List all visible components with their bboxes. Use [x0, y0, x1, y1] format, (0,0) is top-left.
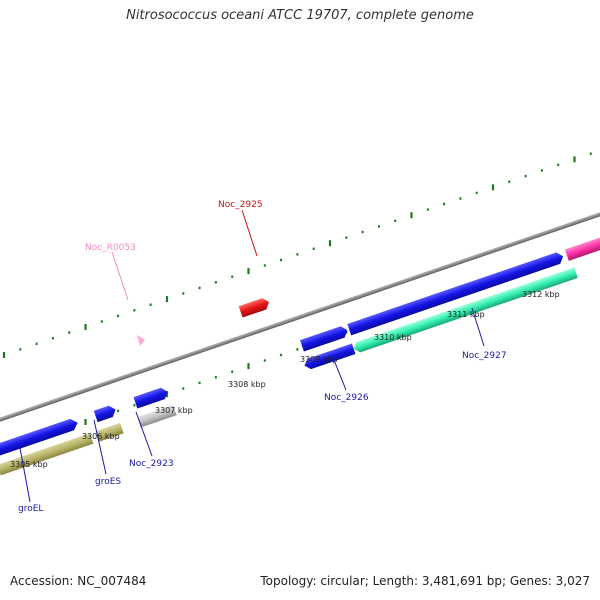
gene-blue-noc-2923[interactable]: [133, 386, 169, 409]
gene-label-groel[interactable]: groEL: [18, 504, 43, 514]
gene-blue-noc-2926-lower[interactable]: [303, 343, 356, 371]
leader-noc-r0053: [111, 251, 129, 301]
scale-dot: [198, 381, 201, 385]
scale-dot: [247, 363, 250, 370]
gene-pink-right[interactable]: [564, 235, 600, 261]
gene-blue-left[interactable]: [0, 417, 80, 458]
scale-dot: [182, 292, 185, 295]
scale-dot: [165, 296, 169, 303]
scale-dot: [361, 230, 364, 234]
scale-dot: [247, 268, 250, 275]
upper-scale-dots: [2, 152, 592, 358]
scale-label: 3312 kbp: [522, 290, 560, 299]
gene-label-noc-2926[interactable]: Noc_2926: [324, 393, 369, 403]
scale-dot: [68, 331, 71, 334]
scale-label: 3309 kbp: [300, 355, 338, 364]
scale-dot: [117, 409, 120, 413]
leader-noc-2927: [471, 307, 485, 347]
scale-label: 3311 kbp: [447, 310, 485, 319]
gene-red-noc-2925[interactable]: [238, 296, 271, 318]
scale-dot: [117, 314, 120, 318]
scale-label: 3306 kbp: [82, 432, 120, 441]
scale-dot: [312, 247, 315, 250]
scale-dot: [410, 212, 413, 219]
gene-cyan-noc-2927[interactable]: [352, 267, 578, 354]
scale-dot: [84, 419, 87, 425]
scale-dot: [182, 387, 185, 390]
gene-grey-noc-2923[interactable]: [137, 404, 177, 428]
scale-dot: [589, 152, 592, 155]
scale-dot: [165, 391, 169, 398]
gene-label-noc-r0053[interactable]: Noc_R0053: [85, 243, 136, 253]
leader-groel: [19, 447, 31, 503]
scale-label: 3307 kbp: [155, 406, 193, 415]
scale-dot: [214, 281, 217, 284]
scale-dot: [491, 184, 495, 191]
rna-marker-noc-r0053[interactable]: [137, 335, 145, 346]
scale-dot: [426, 208, 429, 211]
gene-label-noc-2925[interactable]: Noc_2925: [218, 200, 263, 210]
scale-dot: [198, 286, 201, 290]
scale-dot: [475, 191, 478, 195]
scale-label: 3305 kbp: [10, 460, 48, 469]
scale-label: 3308 kbp: [228, 380, 266, 389]
scale-dot: [231, 370, 234, 373]
scale-dot: [263, 359, 266, 362]
scale-dot: [524, 174, 527, 178]
scale-dot: [280, 353, 283, 357]
scale-dot: [149, 303, 152, 306]
gene-label-noc-2927[interactable]: Noc_2927: [462, 351, 507, 361]
scale-dot: [84, 324, 87, 330]
scale-dot: [35, 342, 38, 345]
leader-noc-2926: [333, 359, 347, 391]
scale-labels: 3305 kbp 3306 kbp 3307 kbp 3308 kbp 3309 kbp…: [10, 290, 560, 469]
scale-dot: [231, 275, 234, 278]
gene-blue-noc-2927-upper[interactable]: [347, 251, 565, 336]
scale-dot: [557, 163, 560, 167]
scale-dot: [133, 309, 136, 312]
scale-dot: [573, 156, 576, 163]
scale-dot: [443, 202, 446, 206]
scale-dot: [328, 240, 332, 247]
scale-dot: [263, 264, 266, 267]
scale-dot: [540, 169, 543, 172]
scale-dot: [19, 348, 22, 351]
leader-groes: [93, 419, 107, 475]
scale-dot: [377, 225, 380, 228]
map-title: Nitrosococcus oceani ATCC 19707, complet…: [126, 8, 474, 23]
scale-dot: [508, 180, 511, 183]
scale-dot: [394, 219, 397, 222]
accession-text: Accession: NC_007484: [10, 574, 147, 588]
scale-dot: [214, 376, 217, 379]
scale-dot: [345, 236, 348, 239]
leader-noc-2923: [135, 411, 153, 457]
genome-summary-text: Topology: circular; Length: 3,481,691 bp…: [260, 574, 590, 588]
genome-backbone: [0, 196, 600, 434]
gene-label-noc-2923[interactable]: Noc_2923: [129, 459, 174, 469]
scale-dot: [51, 337, 54, 340]
scale-dot: [100, 320, 103, 323]
gene-olive-groel[interactable]: [0, 433, 94, 476]
scale-dot: [280, 258, 283, 262]
gene-label-groes[interactable]: groES: [95, 477, 121, 487]
scale-dot: [133, 404, 136, 407]
leader-noc-2925: [241, 209, 258, 257]
gene-olive-groes[interactable]: [95, 422, 124, 442]
scale-dot: [459, 197, 462, 200]
scale-dot: [296, 348, 299, 351]
scale-label: 3310 kbp: [374, 333, 412, 342]
scale-dot: [296, 253, 299, 256]
gene-blue-noc-2926-upper[interactable]: [300, 325, 349, 352]
scale-dot: [2, 352, 6, 358]
gene-blue-small[interactable]: [93, 404, 118, 423]
